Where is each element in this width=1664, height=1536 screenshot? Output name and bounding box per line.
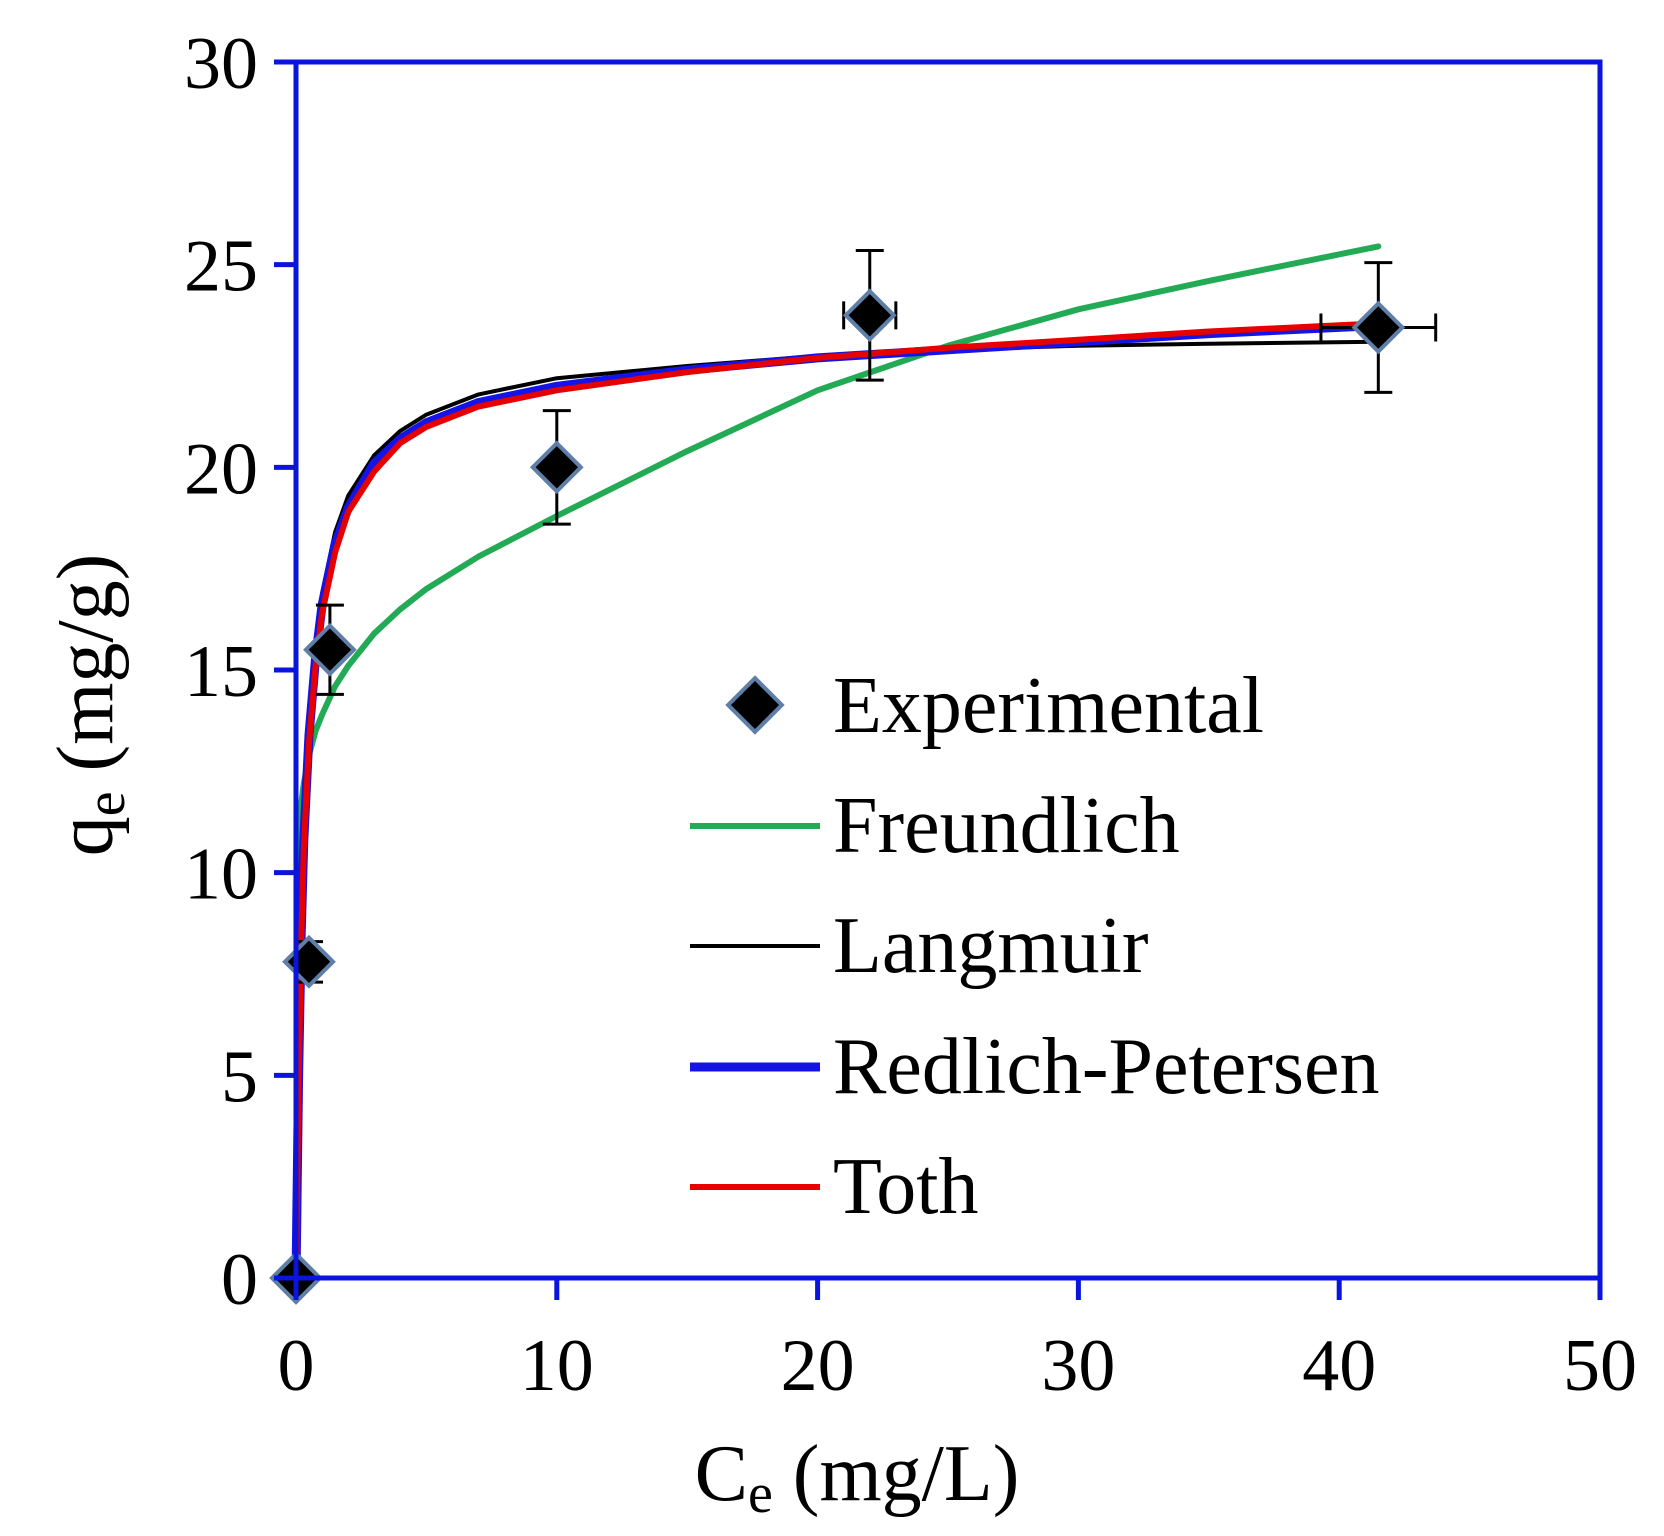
legend-entry-redlich-petersen: Redlich-Petersen	[690, 1023, 1379, 1111]
legend-label-freundlich: Freundlich	[833, 782, 1180, 870]
legend: Experimental Freundlich Langmuir Redlich…	[690, 662, 1379, 1231]
y-axis-title-unit: (mg/g)	[42, 554, 130, 792]
experimental-point-5	[1351, 300, 1406, 355]
legend-marker-diamond	[725, 675, 785, 735]
series-line-toth	[293, 320, 1382, 1281]
x-tick-label-50: 50	[1563, 1325, 1637, 1407]
x-axis-title-sub: e	[748, 1463, 773, 1525]
legend-entry-experimental: Experimental	[725, 662, 1264, 750]
x-axis-title: Ce (mg/L)	[695, 1430, 1020, 1525]
x-tick-label-30: 30	[1041, 1325, 1115, 1407]
x-axis-title-main: C	[695, 1430, 748, 1518]
y-tick-label-15: 15	[184, 631, 258, 713]
series-line-freundlich	[294, 243, 1382, 868]
legend-entry-toth: Toth	[690, 1143, 979, 1231]
experimental-point-4	[842, 288, 897, 343]
y-axis-title: qe (mg/g)	[42, 554, 137, 857]
fit-lines	[291, 243, 1383, 1283]
y-tick-label-5: 5	[221, 1036, 258, 1118]
legend-label-experimental: Experimental	[833, 662, 1264, 750]
x-axis-title-unit: (mg/L)	[773, 1430, 1020, 1518]
error-bars	[295, 248, 1438, 984]
legend-entry-langmuir: Langmuir	[690, 902, 1148, 990]
x-tick-label-20: 20	[781, 1325, 855, 1407]
experimental-point-2	[303, 622, 357, 677]
tick-labels: 0 5 10 15 20 25 30 0 10 20 30 40 50	[184, 23, 1637, 1407]
legend-label-langmuir: Langmuir	[833, 902, 1148, 990]
y-tick-label-20: 20	[184, 428, 258, 510]
x-tick-label-0: 0	[278, 1325, 315, 1407]
y-tick-label-10: 10	[184, 834, 258, 916]
y-tick-label-25: 25	[184, 226, 258, 308]
axis-ticks	[274, 59, 1603, 1300]
x-tick-label-40: 40	[1302, 1325, 1376, 1407]
experimental-point-1	[282, 934, 336, 989]
legend-label-redlich-petersen: Redlich-Petersen	[833, 1023, 1379, 1111]
y-tick-label-30: 30	[184, 23, 258, 105]
y-axis-title-sub: e	[75, 791, 137, 816]
legend-entry-freundlich: Freundlich	[690, 782, 1180, 870]
legend-label-toth: Toth	[833, 1143, 979, 1231]
y-tick-label-0: 0	[221, 1239, 258, 1321]
y-axis-title-main: q	[42, 816, 130, 856]
experimental-point-3	[529, 440, 584, 495]
x-tick-label-10: 10	[520, 1325, 594, 1407]
